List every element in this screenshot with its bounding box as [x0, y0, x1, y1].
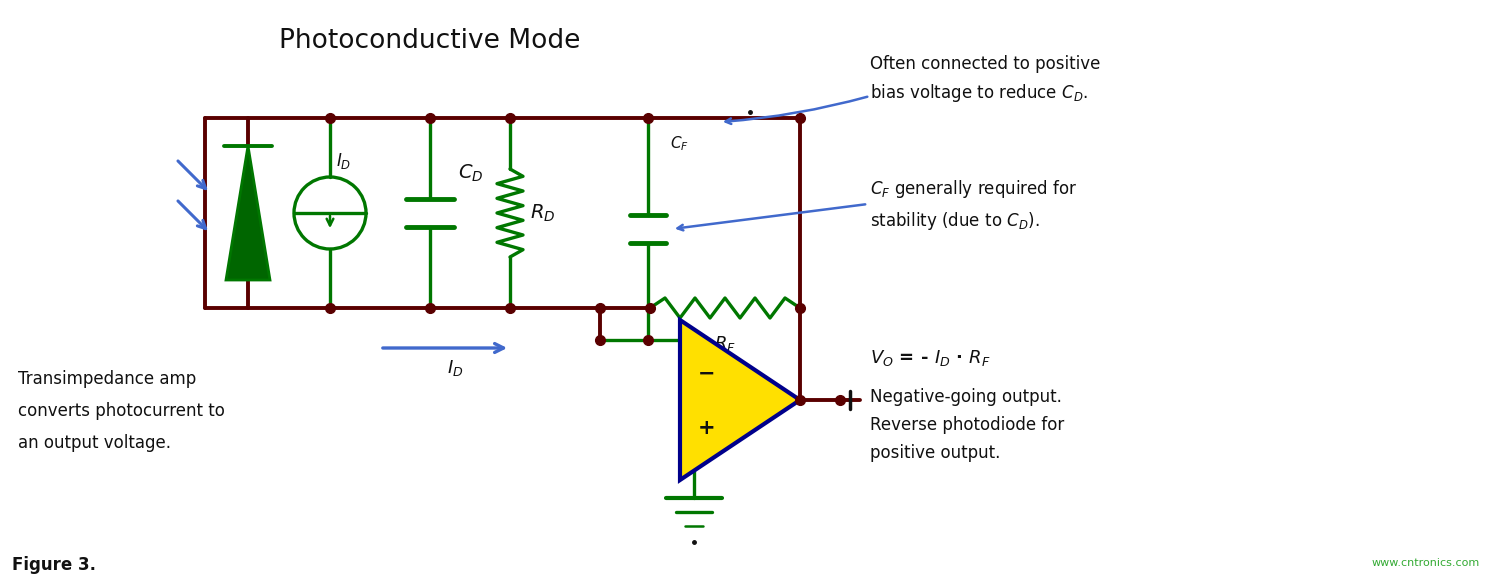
Text: positive output.: positive output.	[870, 444, 1001, 462]
Text: Reverse photodiode for: Reverse photodiode for	[870, 416, 1064, 434]
Text: Figure 3.: Figure 3.	[12, 556, 96, 574]
Text: −: −	[698, 364, 716, 384]
Text: $R_F$: $R_F$	[714, 334, 737, 354]
Text: $C_F$ generally required for: $C_F$ generally required for	[870, 178, 1077, 200]
Text: +: +	[698, 418, 716, 438]
Text: $R_D$: $R_D$	[530, 202, 556, 224]
Text: www.cntronics.com: www.cntronics.com	[1371, 558, 1481, 568]
Polygon shape	[680, 320, 799, 480]
Polygon shape	[226, 146, 270, 280]
Text: Photoconductive Mode: Photoconductive Mode	[279, 28, 581, 54]
Text: stability (due to $C_D$).: stability (due to $C_D$).	[870, 210, 1040, 232]
Text: $I_D$: $I_D$	[336, 151, 351, 171]
Text: $C_F$: $C_F$	[669, 134, 689, 153]
Text: $I_D$: $I_D$	[447, 358, 463, 378]
Text: $V_O$ = - $I_D$ · $R_F$: $V_O$ = - $I_D$ · $R_F$	[870, 348, 991, 368]
Text: Transimpedance amp
converts photocurrent to
an output voltage.: Transimpedance amp converts photocurrent…	[18, 370, 226, 452]
Text: bias voltage to reduce $C_D$.: bias voltage to reduce $C_D$.	[870, 82, 1088, 104]
Text: Often connected to positive: Often connected to positive	[870, 55, 1101, 73]
Text: $C_D$: $C_D$	[459, 162, 484, 183]
Text: Negative-going output.: Negative-going output.	[870, 388, 1062, 406]
